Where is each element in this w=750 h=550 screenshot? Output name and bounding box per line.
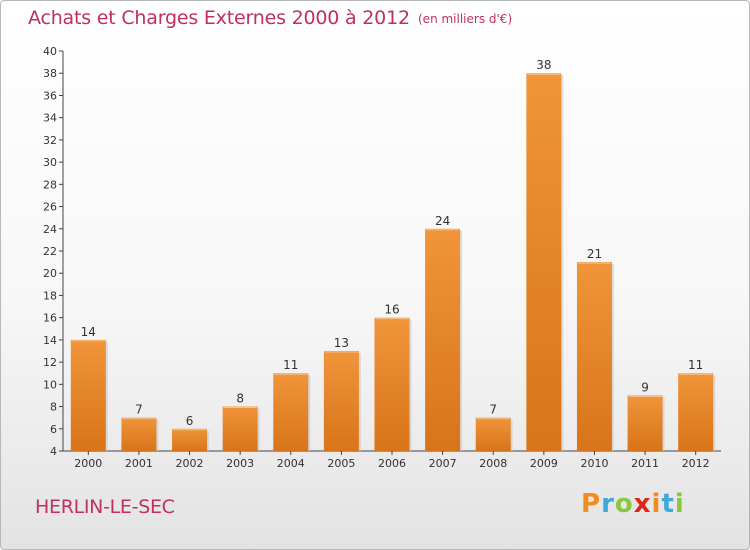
y-tick-label: 14 [43, 334, 57, 347]
x-tick-label: 2007 [429, 457, 457, 470]
x-axis: 2000 2001 2002 2003 2004 2005 2006 2007 2008 2009… [63, 450, 721, 470]
value-label: 16 [384, 303, 399, 317]
bar [172, 428, 208, 451]
x-tick-label: 2001 [125, 457, 153, 470]
x-tick-label: 2010 [580, 457, 608, 470]
bars [70, 73, 716, 451]
logo-letter: i [651, 489, 662, 519]
bar [627, 395, 663, 451]
x-tick-label: 2009 [530, 457, 558, 470]
x-tick-label: 2002 [176, 457, 204, 470]
value-label: 7 [135, 403, 143, 417]
x-tick-label: 2003 [226, 457, 254, 470]
bar [121, 417, 157, 451]
value-label: 24 [435, 214, 450, 228]
bar [323, 351, 359, 451]
y-tick-label: 36 [43, 89, 57, 102]
bar [526, 73, 562, 451]
value-label: 21 [587, 247, 602, 261]
x-tick-label: 2000 [74, 457, 102, 470]
x-tick-label: 2004 [277, 457, 305, 470]
y-tick-label: 24 [43, 223, 57, 236]
logo-letter: P [581, 489, 602, 519]
y-axis: 4 6 8 10 12 14 16 18 20 22 24 26 28 30 32 34 36 38 40 [43, 45, 64, 458]
chart-subtitle: (en milliers d'€) [418, 12, 513, 26]
commune-name: HERLIN-LE-SEC [35, 496, 175, 518]
y-tick-label: 12 [43, 356, 57, 369]
bar [678, 373, 714, 451]
bar [70, 339, 106, 451]
value-label: 6 [186, 414, 194, 428]
value-label: 14 [81, 325, 96, 339]
logo-letter: i [674, 489, 685, 519]
logo-letter: t [661, 489, 675, 519]
y-tick-label: 30 [43, 156, 57, 169]
bar [475, 417, 511, 451]
logo-letter: r [601, 489, 615, 519]
chart-title: Achats et Charges Externes 2000 à 2012 [28, 7, 410, 29]
bar [576, 262, 612, 451]
y-tick-label: 22 [43, 245, 57, 258]
x-tick-label: 2012 [682, 457, 710, 470]
bar [222, 406, 258, 451]
y-tick-label: 18 [43, 289, 57, 302]
value-label: 7 [489, 403, 497, 417]
value-labels: 14 7 6 8 11 13 16 24 7 38 21 9 11 [81, 58, 704, 428]
x-tick-label: 2005 [327, 457, 355, 470]
y-tick-label: 40 [43, 45, 57, 58]
y-tick-label: 8 [50, 401, 57, 414]
value-label: 8 [236, 392, 244, 406]
value-label: 9 [641, 380, 649, 394]
x-tick-label: 2011 [631, 457, 659, 470]
x-tick-label: 2008 [479, 457, 507, 470]
value-label: 38 [536, 58, 551, 72]
y-tick-label: 34 [43, 112, 57, 125]
value-label: 11 [283, 358, 298, 372]
logo-letter: o [614, 489, 634, 519]
y-tick-label: 20 [43, 267, 57, 280]
bar [374, 317, 410, 451]
y-tick-label: 26 [43, 201, 57, 214]
x-tick-label: 2006 [378, 457, 406, 470]
value-label: 11 [688, 358, 703, 372]
y-tick-label: 16 [43, 312, 57, 325]
y-tick-label: 28 [43, 178, 57, 191]
value-label: 13 [334, 336, 349, 350]
y-tick-label: 6 [50, 423, 57, 436]
y-tick-label: 32 [43, 134, 57, 147]
y-tick-label: 38 [43, 67, 57, 80]
proxiti-logo[interactable]: Proxiti [581, 489, 685, 519]
y-tick-label: 10 [43, 378, 57, 391]
y-tick-label: 4 [50, 445, 57, 458]
bar [425, 228, 461, 451]
logo-letter: x [633, 489, 652, 519]
bar [273, 373, 309, 451]
